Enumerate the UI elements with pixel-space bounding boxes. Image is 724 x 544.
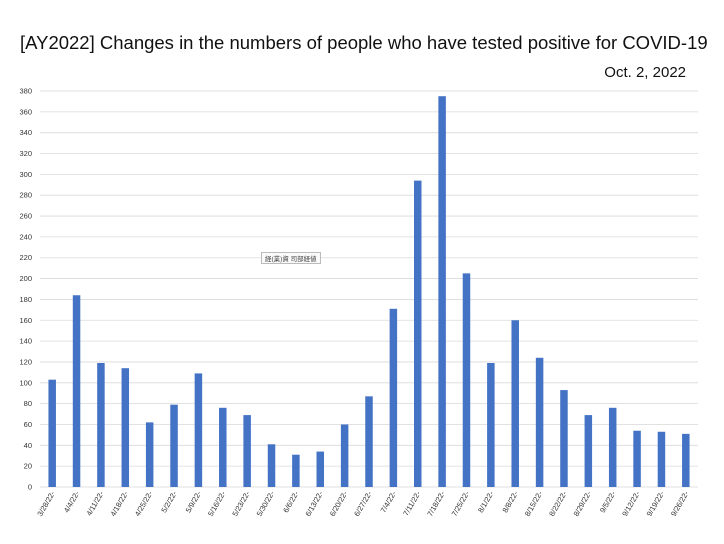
x-tick-label: 6/13/22- [303,489,325,518]
y-tick-label: 140 [19,337,32,346]
x-tick-label: 5/23/22- [230,489,252,518]
bar [48,379,56,487]
y-tick-label: 160 [19,316,32,325]
y-tick-label: 180 [19,295,32,304]
x-tick-label: 7/4/22- [379,489,399,514]
bar [535,357,544,487]
bar [170,404,178,487]
y-tick-label: 300 [19,170,32,179]
bar [194,373,203,487]
x-tick-label: 7/25/22- [450,489,472,518]
stamp-label: 経(業)資 司部経値 [261,252,321,264]
y-tick-label: 60 [24,420,32,429]
y-tick-label: 200 [19,274,32,283]
x-tick-label: 7/11/22- [401,489,423,517]
x-tick-label: 8/15/22- [523,489,545,518]
x-tick-label: 4/11/22- [84,489,106,517]
bar [340,424,349,487]
x-tick-label: 9/12/22- [620,489,642,518]
bar [243,415,251,487]
x-tick-label: 6/6/22- [281,489,301,514]
y-tick-label: 20 [24,462,32,471]
x-tick-label: 6/27/22- [352,489,374,518]
bar [121,368,130,487]
y-tick-label: 320 [19,149,32,158]
bar [584,415,593,487]
bar [633,430,641,487]
x-tick-label: 9/26/22- [669,489,691,518]
date-label: Oct. 2, 2022 [604,64,686,81]
page-title: [AY2022] Changes in the numbers of peopl… [20,32,708,53]
y-tick-label: 380 [19,87,32,96]
x-tick-label: 4/25/22- [133,489,155,518]
bar [97,362,105,487]
bar [608,407,617,487]
x-tick-label: 4/4/22- [62,489,82,514]
bar [316,451,325,487]
y-tick-label: 280 [19,191,32,200]
bar [438,96,446,488]
y-tick-label: 0 [28,483,32,492]
x-tick-label: 9/5/22- [598,489,618,514]
bar [413,180,422,488]
x-tick-label: 7/18/22- [425,489,447,518]
bar [365,396,373,487]
y-tick-label: 240 [19,232,32,241]
bar [657,431,666,487]
bar [72,295,81,487]
x-tick-label: 8/1/22- [476,489,496,514]
x-tick-label: 5/9/22- [184,489,204,514]
bar [219,407,227,487]
y-tick-label: 120 [19,357,32,366]
bar [267,444,276,487]
bar [487,362,495,487]
y-tick-label: 40 [24,441,32,450]
x-tick-label: 9/19/22- [645,489,667,518]
y-tick-label: 100 [19,378,32,387]
x-tick-label: 5/30/22- [255,489,277,518]
x-tick-label: 3/28/22- [35,489,57,518]
x-tick-label: 4/18/22- [108,489,130,518]
y-tick-label: 80 [24,399,32,408]
y-tick-label: 360 [19,107,32,116]
x-tick-label: 5/16/22- [206,489,228,518]
y-tick-label: 340 [19,128,32,137]
x-tick-label: 5/2/22- [159,489,179,514]
bar [292,454,300,487]
y-tick-label: 220 [19,253,32,262]
y-tick-label: 260 [19,212,32,221]
bar [511,320,519,487]
bar [462,273,471,487]
x-tick-label: 8/29/22- [572,489,594,518]
bar [560,390,568,487]
x-tick-label: 8/22/22- [547,489,569,518]
bar [145,422,154,487]
bar [389,308,398,487]
x-tick-label: 6/20/22- [328,489,350,518]
x-tick-label: 8/8/22- [500,489,520,514]
bar [682,433,690,487]
